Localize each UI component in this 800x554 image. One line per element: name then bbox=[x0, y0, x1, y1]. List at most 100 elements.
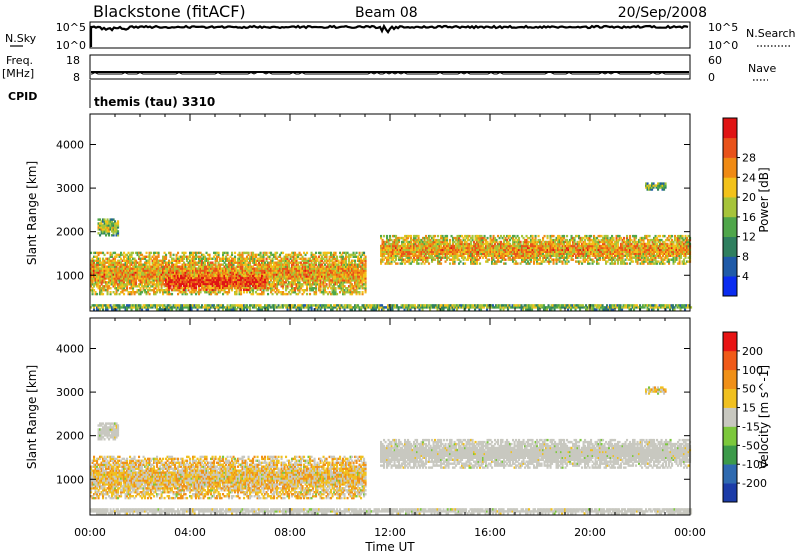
echo-cell bbox=[151, 279, 154, 282]
echo-cell bbox=[145, 267, 148, 270]
echo-cell bbox=[121, 273, 124, 276]
echo-cell bbox=[106, 273, 109, 276]
echo-cell bbox=[115, 281, 118, 284]
echo-cell bbox=[156, 275, 159, 278]
echo-cell bbox=[114, 281, 117, 284]
echo-cell bbox=[105, 283, 108, 286]
echo-cell bbox=[141, 279, 144, 282]
echo-cell bbox=[150, 251, 153, 255]
echo-cell bbox=[144, 283, 147, 286]
echo-cell bbox=[150, 257, 153, 260]
echo-cell bbox=[118, 269, 121, 272]
echo-cell bbox=[114, 271, 117, 274]
echo-cell bbox=[100, 232, 103, 235]
echo-cell bbox=[166, 292, 169, 296]
echo-cell bbox=[129, 279, 132, 282]
echo-cell bbox=[147, 285, 150, 288]
freq-panel: Freq. [MHz] 18 8 60 0 Nave bbox=[2, 54, 776, 84]
echo-cell bbox=[132, 285, 135, 288]
echo-cell bbox=[133, 283, 136, 286]
echo-cell bbox=[151, 273, 154, 276]
echo-cell bbox=[130, 255, 133, 258]
echo-cell bbox=[144, 289, 147, 292]
echo-cell bbox=[114, 257, 117, 260]
echo-cell bbox=[177, 261, 180, 264]
echo-cell bbox=[99, 287, 102, 290]
echo-cell bbox=[90, 265, 93, 268]
echo-cell bbox=[118, 292, 121, 296]
echo-cell bbox=[120, 271, 123, 274]
freq-frame bbox=[89, 54, 691, 80]
echo-cell bbox=[91, 267, 94, 270]
echo-cell bbox=[130, 271, 133, 274]
echo-cell bbox=[141, 267, 144, 270]
echo-cell bbox=[148, 283, 151, 286]
echo-cell bbox=[138, 279, 141, 282]
echo-cell bbox=[97, 283, 100, 286]
echo-cell bbox=[109, 253, 112, 257]
echo-cell bbox=[99, 263, 102, 266]
echo-cell bbox=[97, 257, 100, 260]
echo-cell bbox=[171, 259, 174, 262]
echo-cell bbox=[144, 285, 147, 288]
echo-cell bbox=[97, 275, 100, 278]
echo-cell bbox=[249, 286, 252, 289]
echo-cell bbox=[114, 279, 117, 282]
echo-cell bbox=[163, 283, 166, 286]
echo-cell bbox=[90, 283, 93, 286]
echo-cell bbox=[151, 261, 154, 264]
echo-cell bbox=[123, 275, 126, 278]
echo-cell bbox=[111, 279, 114, 282]
echo-cell bbox=[150, 275, 153, 278]
echo-cell bbox=[162, 261, 165, 264]
echo-cell bbox=[118, 265, 121, 268]
echo-cell bbox=[102, 289, 105, 292]
echo-cell bbox=[163, 257, 166, 260]
echo-cell bbox=[117, 253, 120, 257]
echo-cell bbox=[115, 269, 118, 272]
echo-cell bbox=[169, 292, 172, 296]
echo-cell bbox=[151, 255, 154, 258]
echo-cell bbox=[151, 285, 154, 288]
echo-cell bbox=[114, 255, 117, 258]
echo-cell bbox=[136, 285, 139, 288]
echo-cell bbox=[162, 255, 165, 258]
echo-cell bbox=[129, 287, 132, 290]
echo-cell bbox=[111, 281, 114, 284]
echo-cell bbox=[166, 289, 169, 292]
echo-cell bbox=[115, 222, 118, 225]
echo-cell bbox=[103, 222, 106, 225]
echo-cell bbox=[109, 269, 112, 272]
echo-cell bbox=[115, 287, 118, 290]
echo-cell bbox=[94, 277, 97, 280]
echo-cell bbox=[126, 287, 129, 290]
echo-cell bbox=[103, 271, 106, 274]
echo-cell bbox=[117, 259, 120, 262]
echo-cell bbox=[94, 269, 97, 272]
echo-cell bbox=[109, 228, 112, 231]
echo-cell bbox=[105, 261, 108, 264]
echo-cell bbox=[160, 263, 163, 266]
echo-cell bbox=[111, 220, 114, 223]
echo-cell bbox=[132, 287, 135, 290]
echo-cell bbox=[177, 265, 180, 268]
echo-cell bbox=[91, 287, 94, 290]
echo-cell bbox=[129, 267, 132, 270]
echo-cell bbox=[124, 283, 127, 286]
echo-cell bbox=[136, 251, 139, 255]
echo-cell bbox=[139, 279, 142, 282]
echo-cell bbox=[178, 269, 181, 272]
echo-cell bbox=[117, 226, 120, 229]
echo-cell bbox=[103, 230, 106, 233]
echo-cell bbox=[112, 275, 115, 278]
echo-cell bbox=[120, 281, 123, 284]
echo-cell bbox=[163, 269, 166, 272]
echo-cell bbox=[132, 291, 135, 294]
echo-cell bbox=[355, 251, 358, 255]
echo-cell bbox=[130, 259, 133, 262]
echo-cell bbox=[129, 275, 132, 278]
echo-cell bbox=[121, 281, 124, 284]
echo-cell bbox=[118, 259, 121, 262]
echo-cell bbox=[178, 273, 181, 276]
